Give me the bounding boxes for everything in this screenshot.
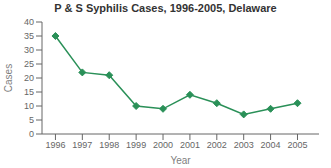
svg-text:2005: 2005 [287,140,307,150]
html-text:P & S Syphilis Cases, 1996-200: P & S Syphilis Cases, 1996-2005, Delawar… [54,2,277,14]
svg-text:15: 15 [24,87,34,97]
svg-text:2001: 2001 [180,140,200,150]
svg-text:25: 25 [24,59,34,69]
svg-text:0: 0 [29,129,34,139]
svg-text:2002: 2002 [207,140,227,150]
svg-text:40: 40 [24,17,34,27]
svg-text:1999: 1999 [126,140,146,150]
svg-text:1996: 1996 [45,140,65,150]
svg-text:20: 20 [24,73,34,83]
svg-text:1998: 1998 [99,140,119,150]
svg-text:2000: 2000 [153,140,173,150]
svg-text:10: 10 [24,101,34,111]
svg-text:Year: Year [170,155,191,166]
svg-text:2003: 2003 [234,140,254,150]
svg-text:Cases: Cases [8,64,14,92]
svg-text:1997: 1997 [72,140,92,150]
svg-text:2004: 2004 [261,140,281,150]
svg-text:5: 5 [29,115,34,125]
svg-text:35: 35 [24,31,34,41]
svg-text:30: 30 [24,45,34,55]
